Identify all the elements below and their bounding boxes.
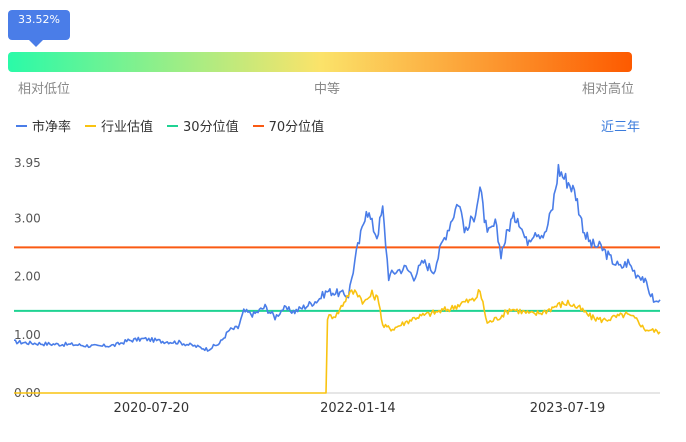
gauge-low-label: 相对低位 bbox=[18, 82, 71, 97]
legend-label-p30: 30分位值 bbox=[183, 120, 239, 135]
gauge-percentile-label: 33.52% bbox=[18, 13, 60, 26]
y-tick-label: 3.00 bbox=[14, 211, 41, 225]
y-tick-label: 2.00 bbox=[14, 270, 41, 284]
chart-legend: 市净率 行业估值 30分位值 70分位值 bbox=[16, 116, 338, 135]
y-tick-label: 3.95 bbox=[14, 156, 41, 170]
legend-label-industry: 行业估值 bbox=[101, 120, 154, 135]
x-tick-label: 2020-07-20 bbox=[114, 401, 190, 416]
x-tick-label: 2023-07-19 bbox=[530, 401, 606, 416]
y-tick-label: 1.00 bbox=[14, 328, 41, 342]
gauge-percentile-marker: 33.52% bbox=[8, 10, 70, 47]
series-line-pb bbox=[14, 163, 661, 352]
legend-swatch-p30 bbox=[167, 124, 179, 127]
legend-label-pb: 市净率 bbox=[32, 120, 72, 135]
legend-item-p70[interactable]: 70分位值 bbox=[252, 116, 325, 135]
legend-swatch-p70 bbox=[252, 124, 264, 127]
legend-label-p70: 70分位值 bbox=[268, 120, 325, 135]
legend-swatch-pb bbox=[16, 124, 27, 127]
gauge-high-label: 相对高位 bbox=[582, 82, 635, 97]
gauge-mid-label: 中等 bbox=[314, 82, 341, 97]
legend-item-p30[interactable]: 30分位值 bbox=[167, 116, 239, 135]
x-tick-label: 2022-01-14 bbox=[320, 401, 396, 416]
valuation-gauge-bar bbox=[8, 52, 632, 72]
legend-item-industry[interactable]: 行业估值 bbox=[85, 116, 153, 135]
legend-swatch-industry bbox=[85, 124, 97, 127]
legend-item-pb[interactable]: 市净率 bbox=[16, 116, 71, 135]
time-range-selector[interactable]: 近三年 bbox=[600, 120, 640, 135]
series-line-industry bbox=[14, 289, 661, 394]
